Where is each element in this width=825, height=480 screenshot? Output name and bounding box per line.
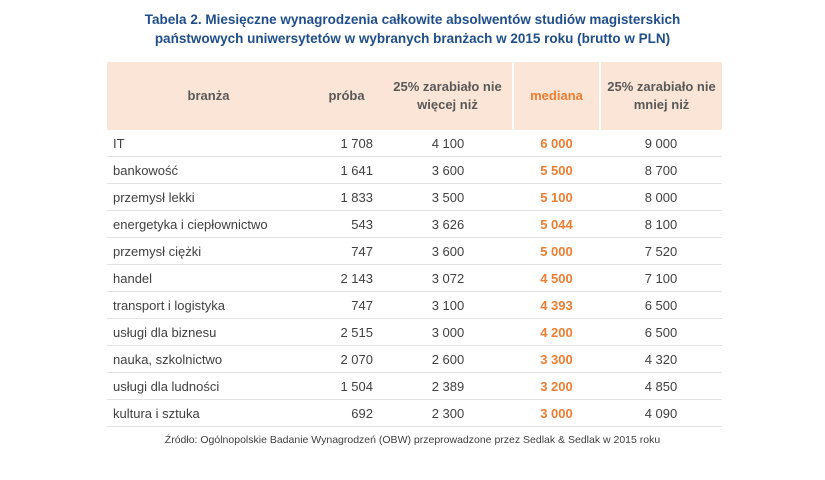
table-cell: 692 [310,399,383,427]
column-header: mediana [512,62,601,130]
table-cell: 4 090 [600,399,722,427]
table-cell: 2 143 [310,264,383,292]
column-header: branża [107,62,310,130]
table-cell: 3 100 [383,291,513,319]
table-cell: 3 300 [513,345,600,373]
title-line: państwowych uniwersytetów w wybranych br… [154,31,671,46]
salary-table: branża próba 25% zarabiało nie więcej niż m… [107,62,722,427]
table-row: energetyka i ciepłownictwo 543 3 626 5 044 8… [107,210,722,238]
table-cell: 1 708 [310,130,383,157]
table-cell: 4 200 [513,318,600,346]
table-cell: 2 515 [310,318,383,346]
table-cell: 1 641 [310,156,383,184]
table-cell: kultura i sztuka [107,399,310,427]
table-cell: 6 500 [600,291,722,319]
source-note: Źródło: Ogólnopolskie Badanie Wynagrodze… [164,434,661,446]
table-cell: 7 520 [600,237,722,265]
table-cell: 3 200 [513,372,600,400]
table-row: przemysł lekki 1 833 3 500 5 100 8 000 [107,183,722,211]
table-cell: 6 500 [600,318,722,346]
table-cell: usługi dla biznesu [107,318,310,346]
table-cell: 543 [310,210,383,238]
table-cell: usługi dla ludności [107,372,310,400]
table-cell: nauka, szkolnictwo [107,345,310,373]
table-cell: handel [107,264,310,292]
table-cell: przemysł ciężki [107,237,310,265]
table-cell: 5 044 [513,210,600,238]
table-cell: 2 600 [383,345,513,373]
table-cell: 1 504 [310,372,383,400]
table-cell: 2 389 [383,372,513,400]
table-row: przemysł ciężki 747 3 600 5 000 7 520 [107,237,722,265]
column-header: 25% zarabiało nie więcej niż [383,62,513,130]
table-cell: 7 100 [600,264,722,292]
table-cell: 4 393 [513,291,600,319]
table-cell: 5 100 [513,183,600,211]
header-row: branża próba 25% zarabiało nie więcej niż m… [107,62,722,130]
table-cell: 5 000 [513,237,600,265]
table-cell: energetyka i ciepłownictwo [107,210,310,238]
table-cell: 8 000 [600,183,722,211]
table-cell: 5 500 [513,156,600,184]
table-body: IT 1 708 4 100 6 000 9 000 bankowość 1 641 3 60… [107,130,722,427]
table-cell: 3 000 [383,318,513,346]
table-cell: 4 850 [600,372,722,400]
table-cell: 3 000 [513,399,600,427]
table-cell: 9 000 [600,130,722,157]
table-cell: 2 300 [383,399,513,427]
table-cell: 3 626 [383,210,513,238]
table-cell: IT [107,130,310,157]
table-cell: 4 500 [513,264,600,292]
table-row: nauka, szkolnictwo 2 070 2 600 3 300 4 320 [107,345,722,373]
table-cell: 3 072 [383,264,513,292]
table-row: usługi dla ludności 1 504 2 389 3 200 4 850 [107,372,722,400]
table-cell: transport i logistyka [107,291,310,319]
table-row: bankowość 1 641 3 600 5 500 8 700 [107,156,722,184]
table-cell: 3 600 [383,237,513,265]
table-row: kultura i sztuka 692 2 300 3 000 4 090 [107,399,722,427]
table-row: transport i logistyka 747 3 100 4 393 6 500 [107,291,722,319]
table-cell: 3 500 [383,183,513,211]
table-cell: 3 600 [383,156,513,184]
table-cell: 2 070 [310,345,383,373]
table-row: usługi dla biznesu 2 515 3 000 4 200 6 500 [107,318,722,346]
table-cell: 1 833 [310,183,383,211]
table-row: IT 1 708 4 100 6 000 9 000 [107,130,722,157]
table-cell: przemysł lekki [107,183,310,211]
column-header: 25% zarabiało nie mniej niż [600,62,722,130]
table-cell: 747 [310,237,383,265]
table-row: handel 2 143 3 072 4 500 7 100 [107,264,722,292]
table-cell: 4 100 [383,130,513,157]
table-cell: 8 100 [600,210,722,238]
table-cell: 8 700 [600,156,722,184]
table-cell: 6 000 [513,130,600,157]
title-line: Tabela 2. Miesięczne wynagrodzenia całko… [144,12,681,27]
table-cell: 4 320 [600,345,722,373]
table-cell: 747 [310,291,383,319]
column-header: próba [310,62,383,130]
table-cell: bankowość [107,156,310,184]
